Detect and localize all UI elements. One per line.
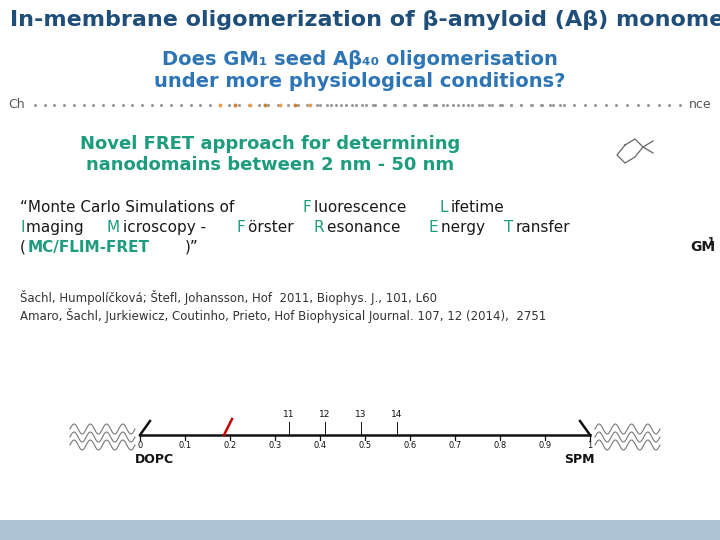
Text: Ch: Ch — [8, 98, 24, 111]
Text: DOPC: DOPC — [135, 453, 174, 466]
Text: M: M — [107, 220, 120, 235]
Text: GM: GM — [690, 240, 715, 254]
Text: nce: nce — [689, 98, 712, 111]
Text: I: I — [20, 220, 24, 235]
Text: )”: )” — [185, 240, 199, 255]
Text: In-membrane oligomerization of β-amyloid (Aβ) monomers: In-membrane oligomerization of β-amyloid… — [10, 10, 720, 30]
Text: 11: 11 — [283, 410, 294, 419]
Text: MC/FLIM-FRET: MC/FLIM-FRET — [27, 240, 150, 255]
Text: nanodomains between 2 nm - 50 nm: nanodomains between 2 nm - 50 nm — [86, 156, 454, 174]
Text: 0.5: 0.5 — [359, 441, 372, 450]
Text: 0.8: 0.8 — [493, 441, 507, 450]
Text: 0.9: 0.9 — [539, 441, 552, 450]
Text: luorescence: luorescence — [314, 200, 411, 215]
Bar — [0, 520, 720, 540]
Text: nergy: nergy — [441, 220, 490, 235]
Text: 0.3: 0.3 — [269, 441, 282, 450]
Text: SPM: SPM — [564, 453, 595, 466]
Text: E: E — [428, 220, 438, 235]
Text: L: L — [439, 200, 448, 215]
Text: (: ( — [20, 240, 26, 255]
Text: 12: 12 — [319, 410, 330, 419]
Text: ransfer: ransfer — [516, 220, 570, 235]
Text: 14: 14 — [391, 410, 402, 419]
Text: 0.4: 0.4 — [313, 441, 327, 450]
Text: under more physiological conditions?: under more physiological conditions? — [154, 72, 566, 91]
Text: R: R — [313, 220, 324, 235]
Text: 1: 1 — [708, 237, 715, 247]
Text: Novel FRET approach for determining: Novel FRET approach for determining — [80, 135, 460, 153]
Text: örster: örster — [248, 220, 299, 235]
Text: 0.6: 0.6 — [403, 441, 417, 450]
Text: “Monte Carlo Simulations of: “Monte Carlo Simulations of — [20, 200, 239, 215]
Text: 0.1: 0.1 — [179, 441, 192, 450]
Text: F: F — [237, 220, 246, 235]
Text: Amaro, Šachl, Jurkiewicz, Coutinho, Prieto, Hof Biophysical Journal. 107, 12 (20: Amaro, Šachl, Jurkiewicz, Coutinho, Prie… — [20, 308, 546, 323]
Text: 1: 1 — [588, 441, 593, 450]
Text: F: F — [302, 200, 312, 215]
Text: esonance: esonance — [327, 220, 405, 235]
Text: 0.7: 0.7 — [449, 441, 462, 450]
Text: Šachl, Humpolíčková; Štefl, Johansson, Hof  2011, Biophys. J., 101, L60: Šachl, Humpolíčková; Štefl, Johansson, H… — [20, 290, 437, 305]
Text: maging: maging — [26, 220, 89, 235]
Text: 13: 13 — [355, 410, 366, 419]
Text: ifetime: ifetime — [451, 200, 504, 215]
Text: 0.2: 0.2 — [223, 441, 237, 450]
Text: icroscopy -: icroscopy - — [123, 220, 212, 235]
Text: Does GM₁ seed Aβ₄₀ oligomerisation: Does GM₁ seed Aβ₄₀ oligomerisation — [162, 50, 558, 69]
Text: T: T — [504, 220, 513, 235]
Text: 0: 0 — [138, 441, 143, 450]
